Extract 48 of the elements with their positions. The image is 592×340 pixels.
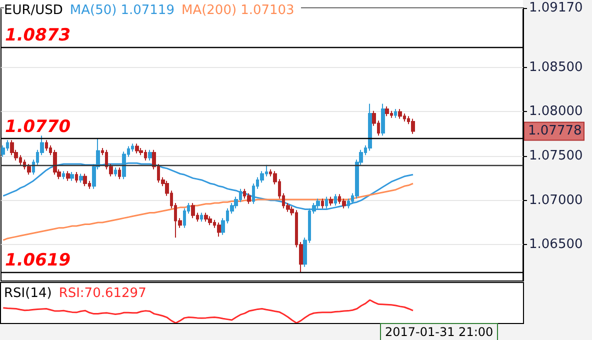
y-tick-label: 1.07500	[529, 148, 583, 164]
candlestick	[329, 196, 333, 206]
candlestick	[411, 118, 415, 134]
candlestick	[385, 106, 389, 117]
text: MA(50)	[70, 3, 117, 18]
candlestick	[200, 212, 203, 222]
candlestick	[66, 170, 70, 182]
candlestick	[368, 103, 372, 152]
candlestick	[83, 173, 87, 187]
candlestick	[381, 103, 385, 136]
candlestick	[394, 108, 397, 118]
candlestick	[135, 143, 139, 154]
text: 1.07778	[528, 124, 582, 139]
text: 2017-01-31 21:00	[380, 323, 498, 340]
candlestick	[321, 198, 324, 209]
ref-line-label: 1.0619	[5, 250, 71, 271]
ref-line-label: 1.0873	[5, 26, 71, 46]
candlestick	[334, 194, 337, 206]
annotation: 1.07103	[240, 3, 294, 18]
candlestick	[217, 222, 221, 238]
candlestick	[27, 164, 31, 176]
candlestick	[114, 167, 117, 177]
candlestick	[75, 171, 78, 184]
y-tick-label: 1.09170	[529, 0, 583, 16]
y-tick-label: 1.08000	[529, 104, 583, 120]
chart-title: RSI(14)	[4, 286, 52, 301]
y-tick-label: 1.06500	[529, 237, 583, 252]
candlestick	[53, 149, 57, 176]
candlestick	[208, 216, 212, 226]
candlestick	[247, 192, 251, 204]
annotation: RSI:70.61297	[58, 286, 146, 301]
y-tick-label: 1.07000	[529, 192, 583, 208]
chart-title: EUR/USD	[4, 3, 63, 18]
candlestick	[45, 140, 48, 152]
candlestick	[204, 212, 208, 222]
candlestick	[191, 202, 195, 219]
annotation: 1.07119	[120, 3, 174, 18]
candlestick	[398, 108, 402, 120]
candlestick	[342, 198, 346, 209]
candlestick	[79, 173, 83, 184]
candlestick	[148, 149, 152, 161]
ref-line-label: 1.0770	[5, 116, 71, 137]
candlestick	[62, 170, 65, 180]
y-tick-label: 1.08500	[529, 60, 583, 75]
line-series	[2, 182, 414, 241]
candlestick	[118, 167, 121, 180]
text: MA(200)	[181, 3, 237, 18]
candlestick	[70, 171, 74, 182]
